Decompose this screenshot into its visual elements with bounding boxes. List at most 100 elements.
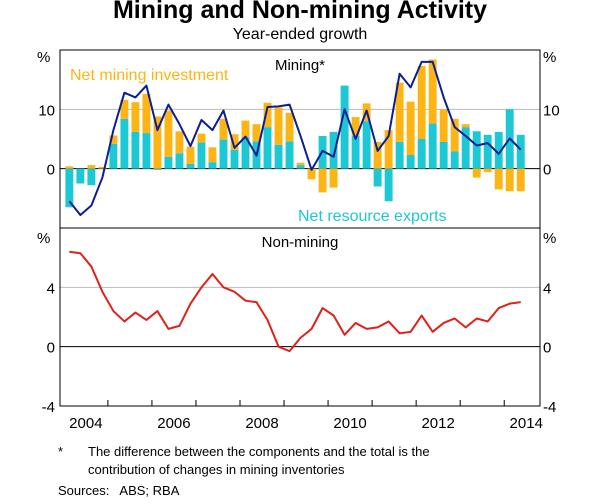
bar-investment <box>406 101 415 156</box>
bar-exports <box>120 118 129 169</box>
mining-total-line <box>68 60 522 216</box>
bar-investment <box>153 116 162 169</box>
bottom-ytick-right-0: 0 <box>543 340 551 357</box>
bar-exports <box>109 143 118 169</box>
bar-investment <box>516 168 525 192</box>
bar-exports <box>219 139 228 169</box>
annotation-net-resource-exports: Net resource exports <box>298 208 447 225</box>
bar-exports <box>494 131 503 169</box>
bar-exports <box>76 168 85 184</box>
bar-investment <box>230 134 239 150</box>
x-label-2012: 2012 <box>421 415 454 432</box>
bottom-ytick-left--4: -4 <box>42 399 55 416</box>
bar-exports <box>186 163 195 169</box>
bar-investment <box>461 124 470 128</box>
bar-investment <box>197 133 206 143</box>
footnote-line-2: contribution of changes in mining invent… <box>88 462 345 477</box>
bar-exports <box>142 133 151 169</box>
bar-exports <box>395 141 404 169</box>
bar-exports <box>263 127 272 169</box>
x-label-2006: 2006 <box>157 415 190 432</box>
bar-exports <box>373 168 382 187</box>
bar-exports <box>65 168 74 208</box>
bar-exports <box>461 127 470 169</box>
footnote-line-1: The difference between the components an… <box>88 444 430 459</box>
bar-exports <box>472 131 481 169</box>
bottom-ytick-left-0: 0 <box>47 340 55 357</box>
bar-investment <box>252 124 261 142</box>
bar-exports <box>175 153 184 169</box>
bar-investment <box>384 130 393 169</box>
bar-investment <box>395 82 404 142</box>
axis-labels: 0 0 10 10 -4 -4 0 0 4 4 2004 2006 2008 2010 2012 2014 <box>38 102 559 432</box>
bar-investment <box>219 118 228 140</box>
top-panel-title: Mining* <box>275 57 325 74</box>
x-label-2004: 2004 <box>69 415 102 432</box>
bottom-ytick-left-4: 4 <box>47 280 55 297</box>
bar-exports <box>351 136 360 169</box>
bar-investment <box>450 118 459 152</box>
bar-investment <box>131 102 140 132</box>
bar-investment <box>98 166 107 169</box>
bar-exports <box>340 85 349 169</box>
bar-exports <box>164 156 173 169</box>
bar-exports <box>428 123 437 169</box>
top-panel-total-line <box>68 60 522 216</box>
bar-investment <box>241 120 250 138</box>
bar-exports <box>241 137 250 169</box>
top-left-unit: % <box>37 49 50 66</box>
bottom-left-unit: % <box>37 230 50 247</box>
bar-investment <box>142 93 151 134</box>
bar-exports <box>131 131 140 169</box>
top-ytick-right-0: 0 <box>543 162 551 179</box>
bottom-panel-line <box>69 250 521 353</box>
bar-investment <box>318 168 327 193</box>
bottom-panel-title: Non-mining <box>262 234 339 251</box>
bar-exports <box>230 149 239 169</box>
bar-exports <box>483 134 492 169</box>
bar-investment <box>417 66 426 139</box>
top-ytick-left-10: 10 <box>38 102 55 119</box>
bar-exports <box>274 144 283 169</box>
bottom-panel-grid <box>60 286 540 348</box>
x-label-2010: 2010 <box>333 415 366 432</box>
bar-investment <box>285 112 294 142</box>
top-ytick-right-10: 10 <box>543 102 560 119</box>
bottom-ytick-right-4: 4 <box>543 280 551 297</box>
bar-investment <box>296 162 305 166</box>
x-label-2014: 2014 <box>510 415 543 432</box>
bar-exports <box>329 131 338 169</box>
bar-investment <box>263 102 272 128</box>
bar-investment <box>208 147 217 163</box>
bar-investment <box>164 110 173 157</box>
bar-exports <box>384 168 393 202</box>
bar-exports <box>197 142 206 169</box>
bottom-right-unit: % <box>543 230 556 247</box>
bar-investment <box>175 131 184 154</box>
annotation-net-mining-investment: Net mining investment <box>70 67 229 84</box>
top-ytick-left-0: 0 <box>47 162 55 179</box>
bar-investment <box>494 168 503 190</box>
bar-investment <box>307 168 316 180</box>
bottom-panel-frame <box>59 227 541 407</box>
bar-exports <box>362 121 371 169</box>
bar-investment <box>120 99 129 119</box>
bar-investment <box>483 168 492 173</box>
bar-investment <box>351 117 360 137</box>
bar-investment <box>109 135 118 144</box>
x-label-2008: 2008 <box>245 415 278 432</box>
bar-exports <box>417 139 426 169</box>
bar-investment <box>87 165 96 169</box>
chart-subtitle: Year-ended growth <box>232 26 368 43</box>
bar-investment <box>186 146 195 164</box>
sources-note: Sources: ABS; RBA <box>58 483 180 498</box>
bar-investment <box>65 166 74 169</box>
chart-title: Mining and Non-mining Activity <box>112 0 488 24</box>
bar-investment <box>505 168 514 192</box>
bar-investment <box>274 107 283 145</box>
bar-exports <box>285 141 294 169</box>
bar-exports <box>87 168 96 186</box>
bar-exports <box>208 162 217 169</box>
bar-exports <box>406 155 415 169</box>
